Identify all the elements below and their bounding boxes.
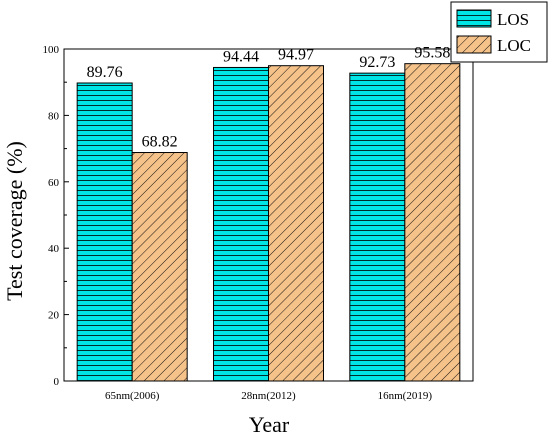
x-tick-label: 65nm(2006) — [105, 390, 160, 402]
data-label-los: 94.44 — [223, 48, 259, 65]
y-tick-label: 20 — [48, 310, 60, 322]
y-tick-label: 80 — [48, 110, 60, 122]
legend-label-los: LOS — [497, 10, 529, 29]
data-label-los: 92.73 — [359, 54, 395, 71]
bar-loc — [404, 63, 461, 382]
x-axis-title: Year — [249, 412, 290, 437]
legend-swatch-los — [456, 9, 492, 28]
bar-los — [213, 66, 269, 382]
legend-swatch-loc — [456, 35, 492, 54]
bar-los — [349, 72, 406, 382]
bar-loc — [131, 152, 188, 382]
y-tick-label: 40 — [48, 243, 60, 255]
y-tick-label: 0 — [54, 376, 60, 388]
y-axis-title: Test coverage (%) — [2, 141, 27, 301]
y-tick-label: 60 — [48, 177, 60, 189]
x-tick-label: 16nm(2019) — [378, 390, 433, 402]
y-tick-label: 100 — [43, 44, 60, 56]
bar-loc — [268, 65, 324, 382]
data-label-loc: 68.82 — [142, 134, 178, 151]
x-tick-label: 28nm(2012) — [241, 390, 296, 402]
legend-label-loc: LOC — [497, 36, 531, 55]
data-label-loc: 94.97 — [278, 47, 314, 64]
bar-los — [76, 82, 133, 382]
data-label-loc: 95.58 — [414, 45, 450, 62]
data-label-los: 89.76 — [87, 64, 123, 81]
